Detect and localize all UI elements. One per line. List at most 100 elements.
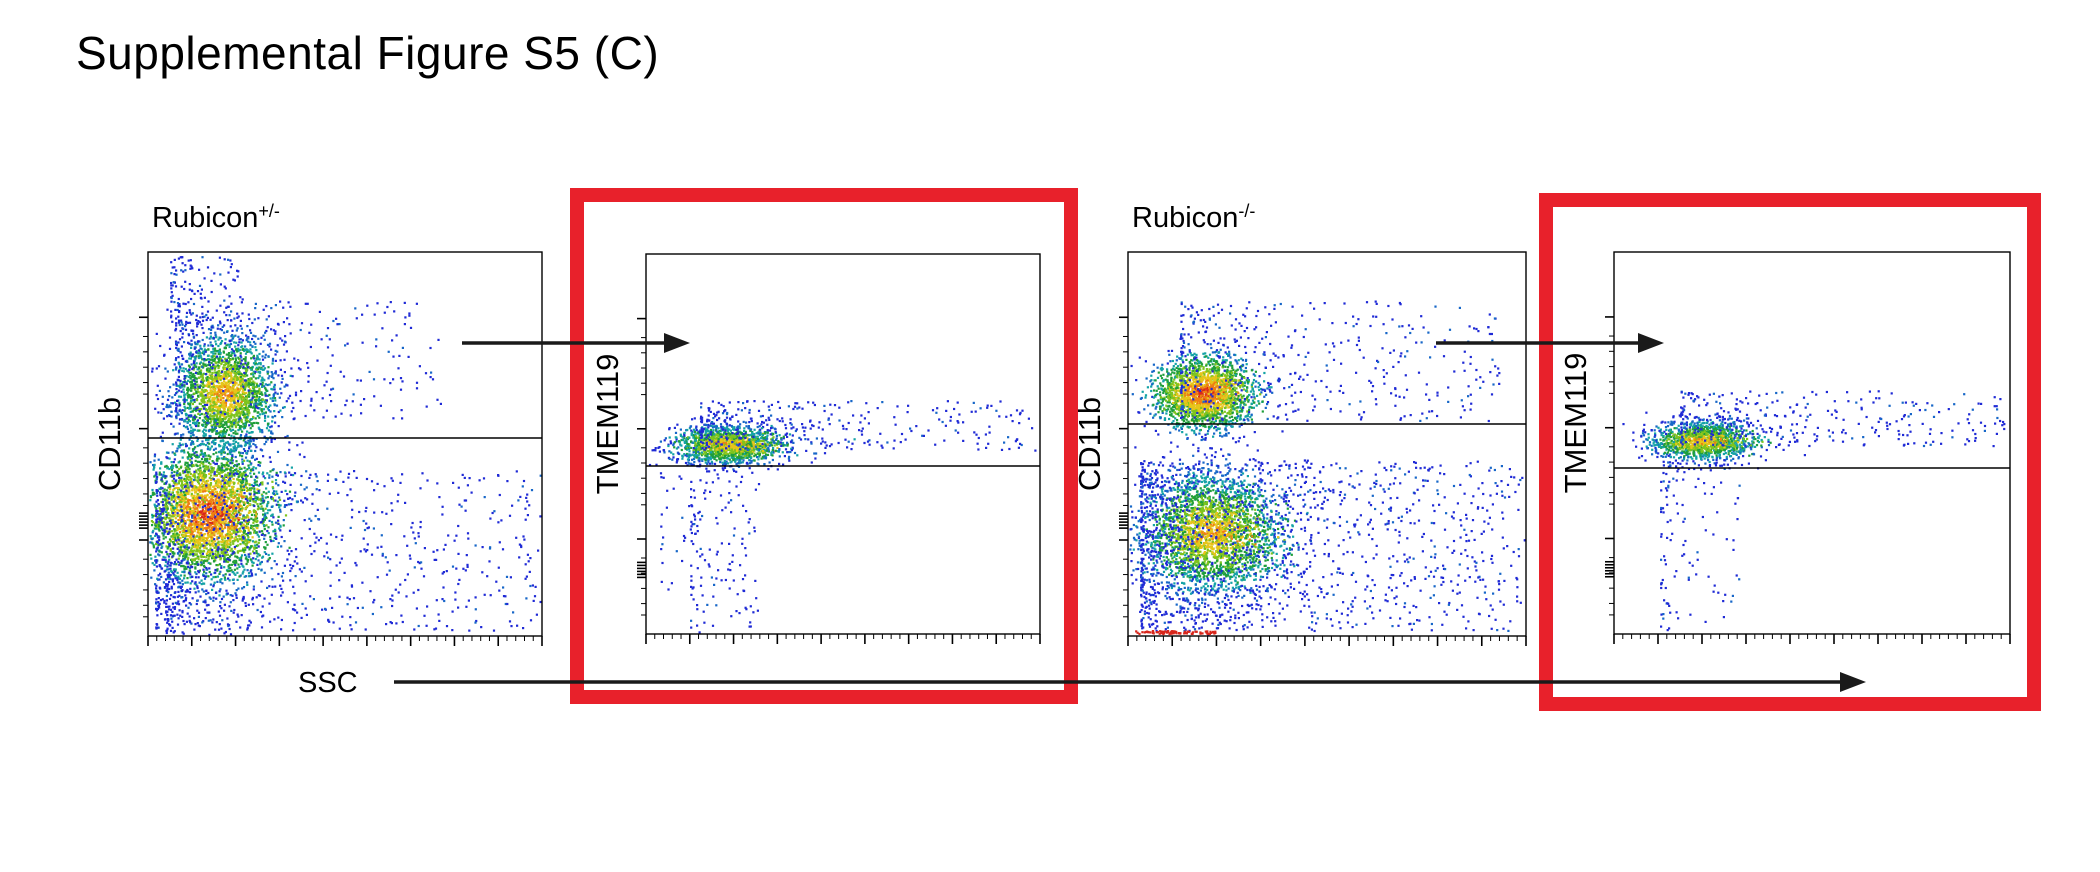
event-dot — [207, 407, 210, 410]
event-dot — [195, 362, 198, 365]
event-dot — [198, 464, 202, 467]
event-dot — [238, 509, 241, 512]
event-dot — [199, 408, 202, 411]
event-dot — [196, 546, 199, 549]
event-dot — [208, 377, 211, 380]
event-dot — [245, 523, 248, 526]
event-dot — [219, 394, 222, 397]
event-dot — [219, 304, 222, 307]
event-dot — [253, 514, 256, 517]
event-dot — [199, 344, 202, 347]
event-dot — [200, 388, 203, 391]
event-dot — [251, 564, 254, 567]
event-dot — [253, 490, 256, 493]
event-dot — [241, 521, 244, 524]
event-dot — [236, 408, 240, 411]
event-dot — [220, 550, 223, 553]
event-dot — [274, 415, 277, 418]
event-dot — [167, 512, 170, 515]
event-dot — [202, 401, 205, 404]
event-dot — [183, 515, 186, 518]
event-dot — [177, 513, 180, 516]
event-dot — [283, 499, 286, 502]
event-dot — [200, 518, 203, 521]
event-dot — [205, 379, 209, 382]
event-dot — [216, 407, 219, 410]
event-dot — [164, 505, 167, 508]
event-dot — [196, 493, 199, 496]
event-dot — [252, 362, 256, 365]
event-dot — [155, 394, 158, 397]
event-dot — [195, 355, 198, 358]
event-dot — [258, 538, 261, 542]
event-dot — [213, 474, 216, 477]
event-dot — [162, 537, 165, 540]
event-dot — [171, 515, 174, 518]
event-dot — [230, 535, 234, 539]
event-dot — [179, 329, 182, 333]
event-dot — [165, 545, 168, 548]
event-dot — [212, 355, 215, 358]
event-dot — [214, 413, 217, 416]
event-dot — [313, 409, 316, 412]
event-dot — [214, 333, 217, 336]
event-dot — [205, 503, 208, 506]
event-dot — [214, 552, 217, 555]
event-dot — [178, 473, 182, 476]
event-dot — [235, 329, 238, 332]
event-dot — [205, 368, 209, 371]
event-dot — [178, 500, 181, 503]
event-dot — [168, 490, 171, 494]
event-dot — [239, 574, 242, 577]
event-dot — [189, 357, 192, 360]
event-dot — [255, 366, 258, 369]
event-dot — [174, 401, 177, 404]
event-dot — [173, 487, 176, 490]
event-dot — [190, 492, 193, 495]
event-dot — [210, 405, 214, 409]
event-dot — [189, 407, 192, 410]
event-dot — [252, 603, 255, 606]
event-dot — [209, 492, 212, 495]
event-dot — [160, 411, 163, 414]
event-dot — [225, 344, 228, 347]
event-dot — [235, 460, 238, 463]
event-dot — [225, 429, 229, 432]
event-dot — [246, 468, 249, 471]
event-dot — [224, 520, 227, 523]
event-dot — [238, 506, 241, 509]
event-dot — [171, 538, 174, 541]
event-dot — [193, 528, 196, 531]
event-dot — [227, 433, 231, 436]
event-dot — [193, 375, 196, 378]
event-dot — [199, 402, 202, 406]
event-dot — [219, 391, 222, 394]
event-dot — [207, 328, 211, 331]
event-dot — [224, 338, 227, 341]
event-dot — [267, 429, 270, 432]
event-dot — [217, 372, 220, 375]
event-dot — [216, 432, 219, 435]
event-dot — [214, 528, 217, 531]
event-dot — [188, 374, 191, 377]
event-dot — [214, 385, 217, 388]
event-dot — [253, 529, 256, 532]
event-dot — [251, 395, 254, 398]
event-dot — [166, 506, 169, 509]
event-dot — [257, 464, 260, 467]
event-dot — [182, 433, 185, 436]
event-dot — [271, 374, 274, 377]
event-dot — [285, 383, 288, 386]
event-dot — [192, 429, 195, 432]
event-dot — [190, 453, 193, 456]
event-dot — [226, 532, 229, 536]
event-dot — [237, 463, 240, 466]
event-dot — [248, 460, 251, 463]
event-dot — [201, 430, 204, 433]
event-dot — [169, 523, 172, 526]
event-dot — [165, 516, 168, 519]
event-dot — [168, 517, 171, 520]
event-dot — [254, 346, 257, 349]
event-dot — [217, 357, 220, 360]
event-dot — [227, 448, 230, 451]
